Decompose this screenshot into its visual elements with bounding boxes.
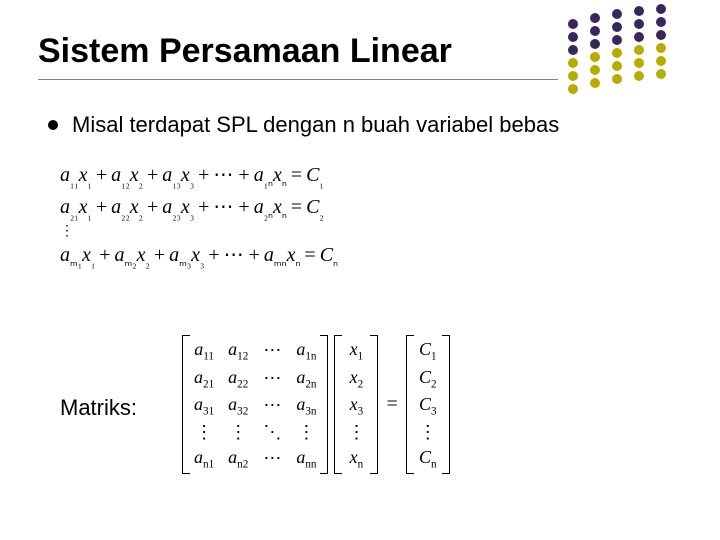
equation-system: a₁₁x₁+a₁₂x₂+a₁₃x₃+⋯+a₁ₙxₙ=C₁a₂₁x₁+a₂₂x₂+… bbox=[60, 160, 338, 272]
vector-x: x1x2x3⋮xn bbox=[334, 335, 378, 474]
bullet-row: Misal terdapat SPL dengan n buah variabe… bbox=[48, 112, 559, 138]
title-underline bbox=[38, 79, 558, 80]
subtitle-text: Misal terdapat SPL dengan n buah variabe… bbox=[72, 112, 559, 138]
corner-dots-decoration bbox=[560, 0, 700, 100]
vector-x-body: x1x2x3⋮xn bbox=[342, 335, 370, 474]
vector-C-body: C1C2C3⋮Cn bbox=[414, 335, 442, 474]
bullet-icon bbox=[48, 120, 58, 130]
page-title: Sistem Persamaan Linear bbox=[38, 32, 452, 71]
matrix-equation: a11a12⋯a1na21a22⋯a2na31a32⋯a3n⋮⋮⋱⋮an1an2… bbox=[182, 335, 450, 474]
matrix-A-body: a11a12⋯a1na21a22⋯a2na31a32⋯a3n⋮⋮⋱⋮an1an2… bbox=[190, 335, 320, 474]
vector-C: C1C2C3⋮Cn bbox=[406, 335, 450, 474]
matrix-label: Matriks: bbox=[60, 395, 137, 421]
matrix-A: a11a12⋯a1na21a22⋯a2na31a32⋯a3n⋮⋮⋱⋮an1an2… bbox=[182, 335, 328, 474]
equals-sign: = bbox=[378, 393, 405, 416]
